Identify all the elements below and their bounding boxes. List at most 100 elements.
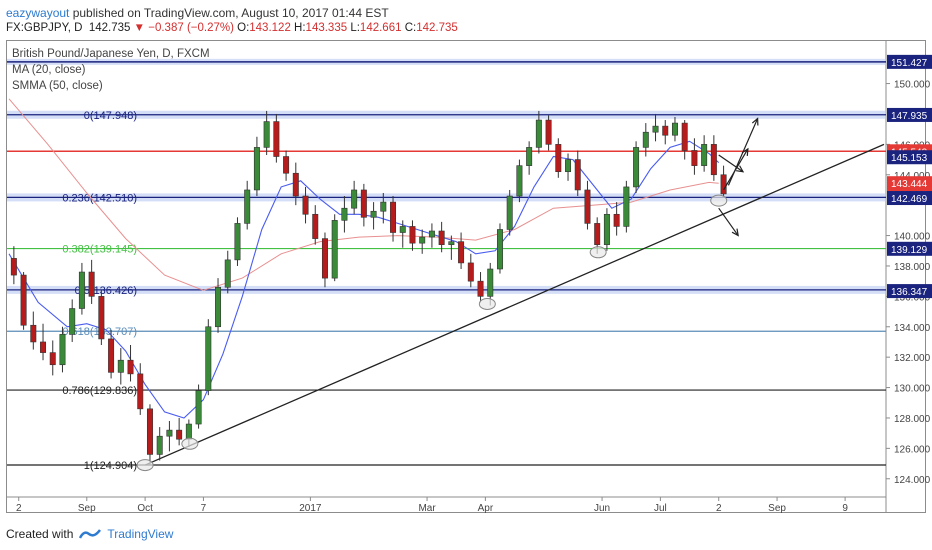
x-tick-label-0: 2 xyxy=(16,503,22,514)
candle xyxy=(633,141,640,193)
close-label: C: xyxy=(404,22,417,34)
candle-body xyxy=(195,390,202,425)
candle xyxy=(409,220,416,251)
y-tick-label-3: 130.000 xyxy=(894,384,931,395)
y-tick-label-2: 128.000 xyxy=(894,414,931,425)
candle xyxy=(98,290,105,345)
candle xyxy=(710,135,717,181)
low-label: L: xyxy=(350,22,360,34)
candle-body xyxy=(273,121,280,157)
candle xyxy=(117,348,124,385)
candle-body xyxy=(613,213,620,227)
candle xyxy=(253,136,260,197)
candle-body xyxy=(467,262,474,282)
price-label-box-6 xyxy=(887,191,932,206)
candle-body xyxy=(652,125,659,133)
candle xyxy=(545,115,552,151)
x-tick-label-8: Jul xyxy=(654,503,667,514)
ma-line xyxy=(8,140,720,419)
symbol-label: FX:GBPJPY, D xyxy=(6,22,83,34)
candle xyxy=(205,319,212,396)
candle-body xyxy=(224,259,231,288)
candle-body xyxy=(555,144,562,173)
touch-marker-0 xyxy=(136,459,154,472)
arrow-head-1 xyxy=(741,147,749,156)
legend-instrument: British Pound/Japanese Yen, D, FXCM xyxy=(12,48,210,60)
candle xyxy=(156,427,163,461)
candle xyxy=(360,183,367,227)
candle-body xyxy=(234,223,241,261)
candle-body xyxy=(448,241,455,245)
candle xyxy=(390,196,397,242)
candle-body xyxy=(185,423,192,440)
candle xyxy=(720,165,727,197)
candle-body xyxy=(535,119,542,148)
price-label-6: 142.469 xyxy=(891,194,928,205)
candle-body xyxy=(263,121,270,148)
candle xyxy=(613,202,620,236)
close-value: 142.735 xyxy=(416,22,458,34)
candle-body xyxy=(302,195,309,215)
open-label: O: xyxy=(237,22,250,34)
candle xyxy=(127,345,134,382)
candle-body xyxy=(331,220,338,279)
candle xyxy=(224,250,231,294)
candle-body xyxy=(623,186,630,227)
candle xyxy=(69,299,76,342)
price-label-box-4 xyxy=(887,176,932,191)
legend-ma[interactable]: MA (20, close) xyxy=(12,64,86,76)
candle xyxy=(78,262,85,315)
projection-arrow-2 xyxy=(718,207,739,236)
price-label-box-3 xyxy=(887,150,932,165)
price-label-box-0 xyxy=(887,54,932,69)
x-tick-label-2: Oct xyxy=(137,503,153,514)
candle xyxy=(671,117,678,142)
candle-body xyxy=(574,159,581,191)
candle xyxy=(428,223,435,248)
candle xyxy=(283,150,290,181)
candle-body xyxy=(671,122,678,136)
price-label-8: 136.347 xyxy=(891,287,928,298)
price-label-3: 145.153 xyxy=(891,153,928,164)
y-tick-label-1: 126.000 xyxy=(894,444,931,455)
candle xyxy=(681,120,688,160)
candle xyxy=(20,272,27,330)
candle xyxy=(215,278,222,333)
trendline xyxy=(144,143,885,466)
legend-smma[interactable]: SMMA (50, close) xyxy=(12,80,103,92)
touch-marker-1 xyxy=(181,437,199,450)
tradingview-brand[interactable]: TradingView xyxy=(107,527,174,541)
candle xyxy=(321,232,328,288)
change-down-icon: ▼ xyxy=(133,22,146,34)
candle xyxy=(108,329,115,379)
candle xyxy=(448,235,455,260)
candle-body xyxy=(594,223,601,245)
candle xyxy=(10,246,17,285)
candle-body xyxy=(458,241,465,264)
price-label-4: 143.444 xyxy=(891,179,928,190)
candle xyxy=(701,135,708,172)
x-tick-label-5: Mar xyxy=(418,503,436,514)
symbol-line: FX:GBPJPY, D 142.735 ▼ −0.387 (−0.27%) O… xyxy=(6,22,458,34)
candle-body xyxy=(156,435,163,455)
projection-arrow-1 xyxy=(723,148,749,191)
candle-body xyxy=(59,334,66,366)
candle xyxy=(691,138,698,175)
fib-label-0: 0(147.948) xyxy=(84,110,137,122)
author-link[interactable]: eazywayout xyxy=(6,6,70,20)
chart-frame[interactable] xyxy=(6,40,926,513)
arrow-head-2 xyxy=(731,228,739,237)
candle-body xyxy=(30,324,37,343)
candle xyxy=(535,110,542,154)
touch-marker-2 xyxy=(478,297,496,310)
candle-body xyxy=(205,326,212,391)
candle-body xyxy=(428,230,435,238)
x-tick-label-11: 9 xyxy=(842,503,848,514)
candle-body xyxy=(419,236,426,244)
y-tick-label-5: 134.000 xyxy=(894,323,931,334)
candle-body xyxy=(283,156,290,174)
candle xyxy=(584,180,591,230)
candle-body xyxy=(584,189,591,224)
candle-body xyxy=(49,352,56,366)
